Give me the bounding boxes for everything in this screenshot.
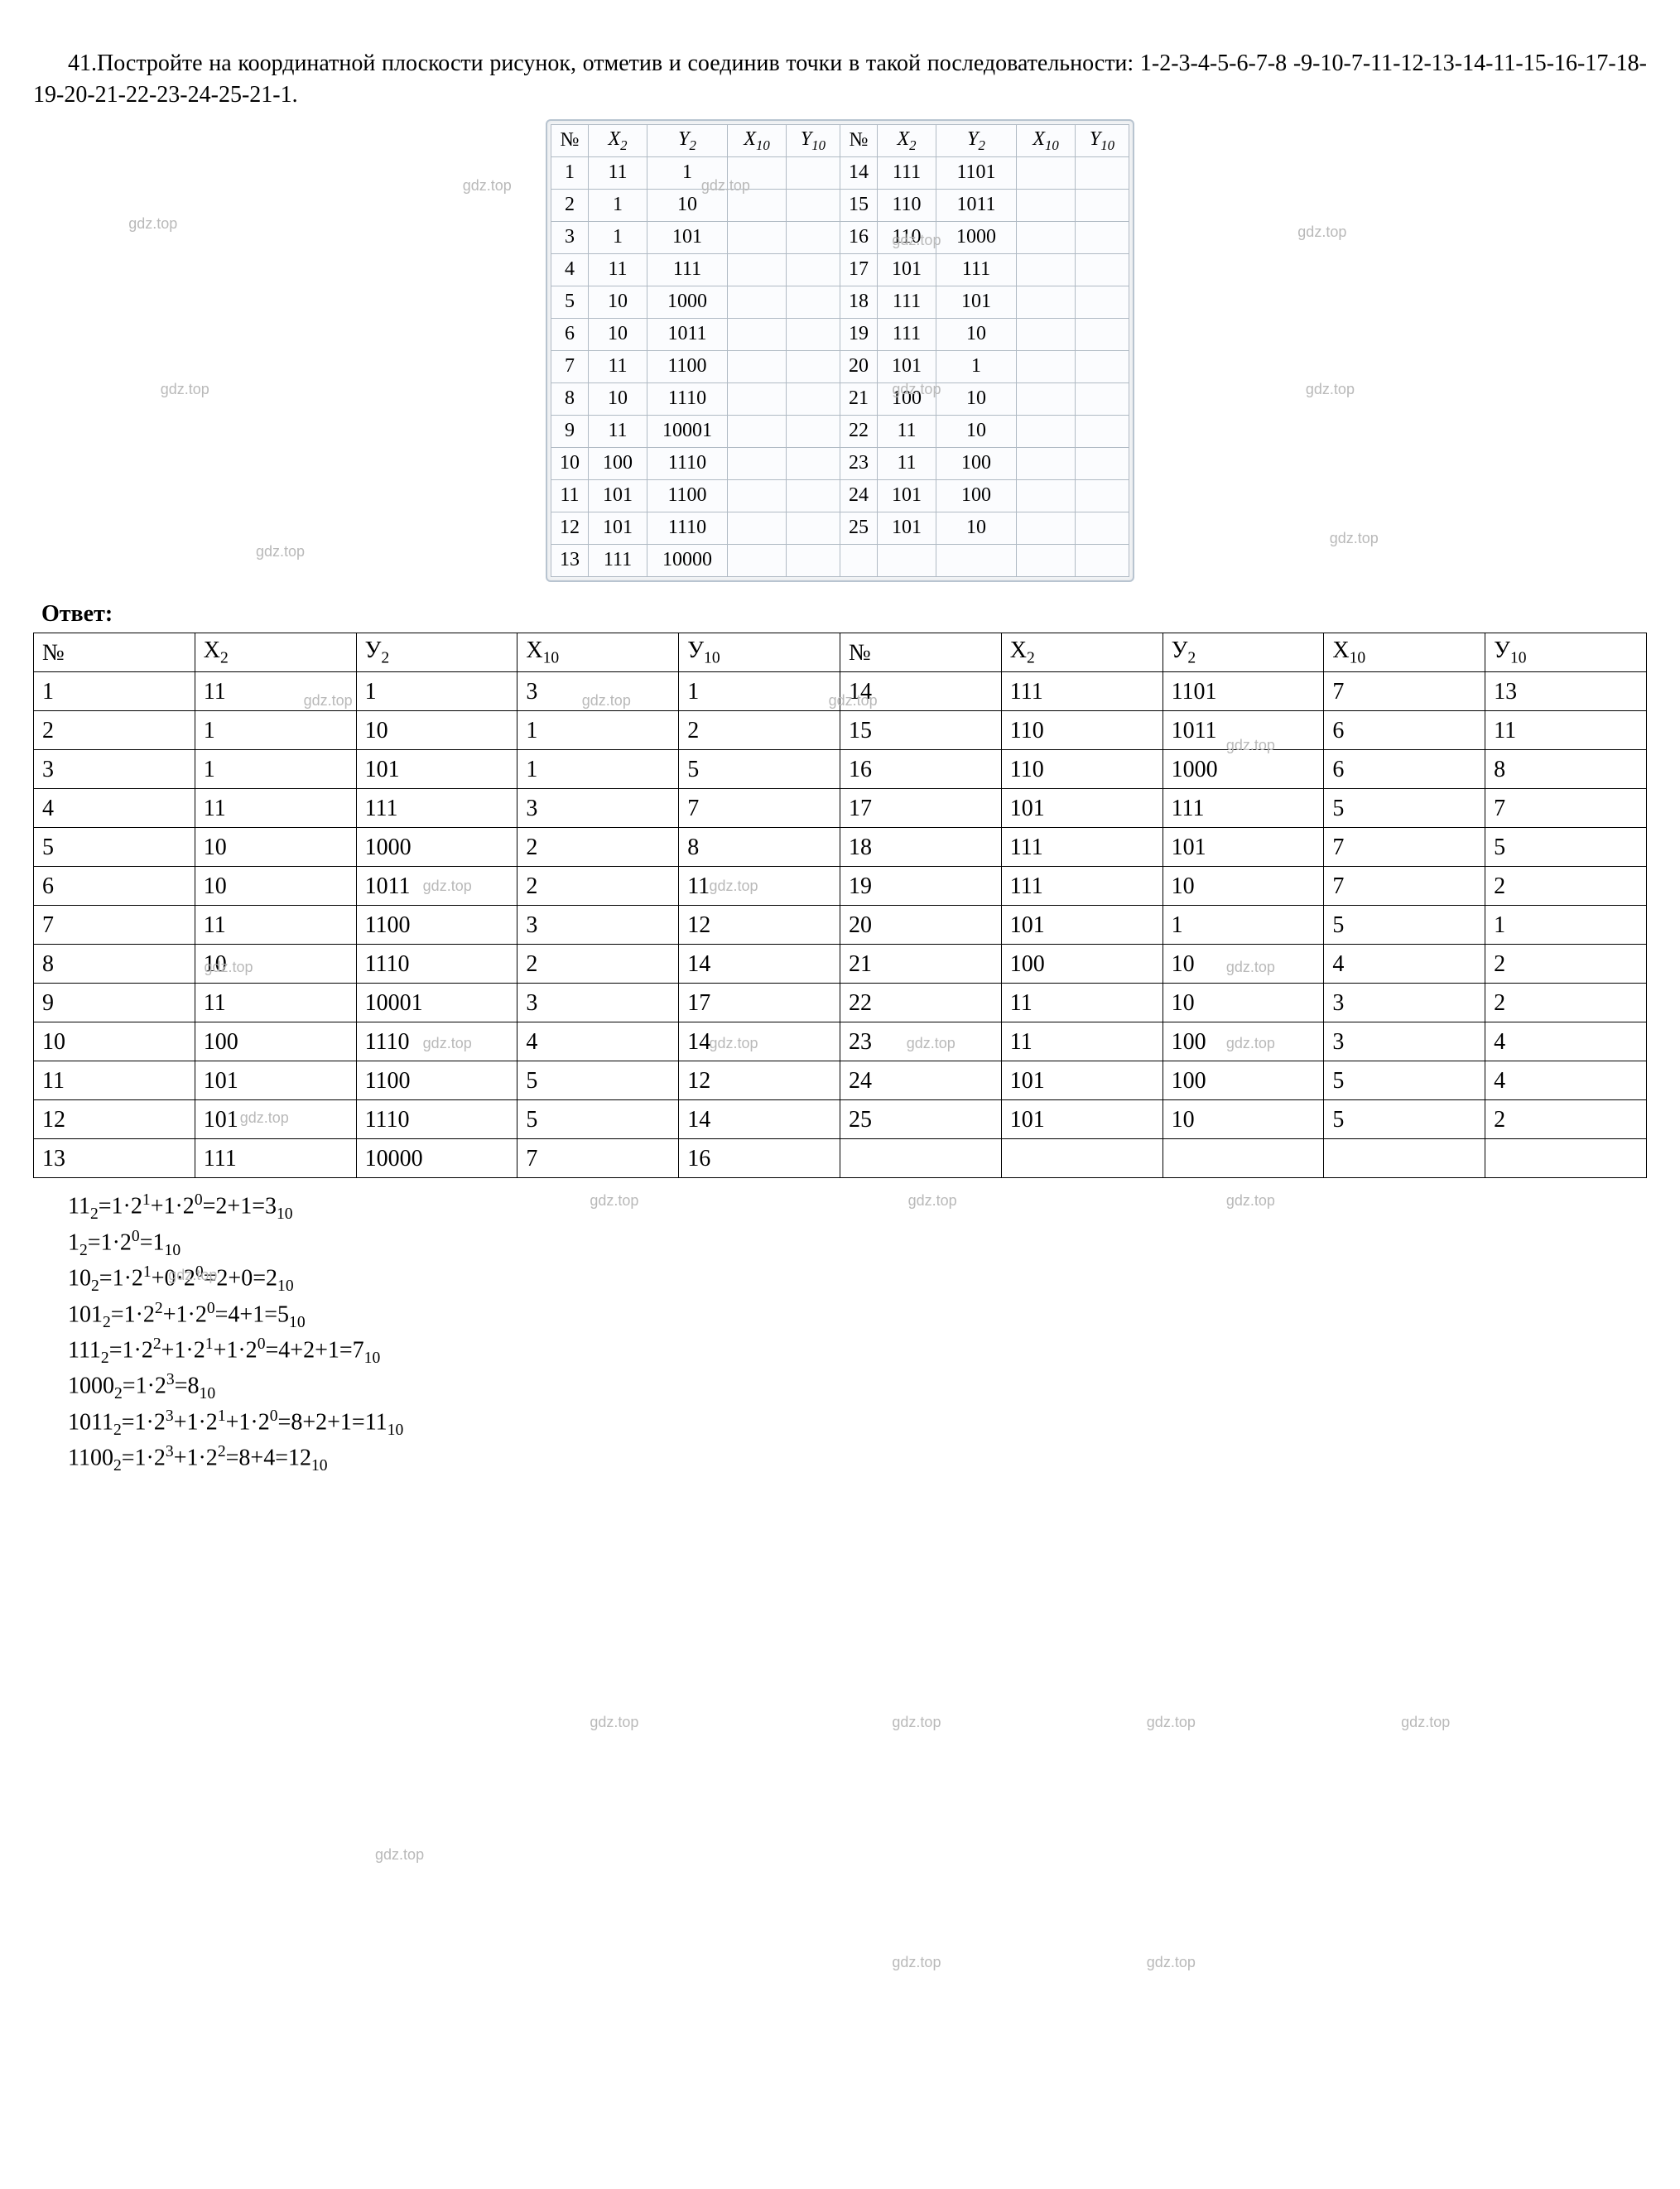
source-table-row: 81011102110010 [551,382,1129,415]
page-root: gdz.topgdz.topgdz.topgdz.topgdz.topgdz.t… [33,48,1647,1477]
source-table-row: 7111100201011 [551,350,1129,382]
watermark: gdz.top [1147,1952,1196,1972]
source-table-header: №X2Y2X10Y10№X2Y2X10Y10 [551,124,1129,156]
answer-table-row: 1311110000716 [34,1139,1647,1178]
problem-text: 41.Постройте на координатной плоскости р… [33,48,1647,111]
answer-table: №X2У2X10У10№X2У2X10У10111131141111101713… [33,633,1647,1178]
source-table-row: 1111141111101 [551,156,1129,189]
answer-table-row: 121011110514251011052 [34,1100,1647,1139]
source-table-row: 41111117101111 [551,253,1129,286]
answer-table-row: 411111371710111157 [34,789,1647,828]
source-table-row: 1010011102311100 [551,447,1129,479]
source-table-shell: №X2Y2X10Y10№X2Y2X10Y10111114111110121101… [546,119,1134,582]
watermark: gdz.top [1147,1712,1196,1732]
source-table-wrap: №X2Y2X10Y10№X2Y2X10Y10111114111110121101… [33,119,1647,582]
watermark: gdz.top [375,1845,424,1864]
watermark: gdz.top [590,1712,638,1732]
calc-line: 1112=1·22+1·21+1·20=4+2+1=710 [68,1334,1647,1369]
source-table-row: 510100018111101 [551,286,1129,318]
answer-table-row: 111131141111101713 [34,672,1647,711]
calc-line: 10002=1·23=810 [68,1369,1647,1405]
watermark: gdz.top [892,1712,941,1732]
answer-table-row: 311011516110100068 [34,750,1647,789]
answer-heading: Ответ: [41,599,1647,630]
source-table-row: 11101110024101100 [551,479,1129,512]
calc-line: 11002=1·23+1·22=8+4=1210 [68,1441,1647,1477]
answer-table-row: 8101110214211001042 [34,945,1647,984]
calc-line: 112=1·21+1·20=2+1=310 [68,1190,1647,1225]
answer-table-row: 6101011211191111072 [34,867,1647,906]
answer-table-row: 1110111005122410110054 [34,1061,1647,1100]
source-table-row: 61010111911110 [551,318,1129,350]
source-table-row: 31101161101000 [551,221,1129,253]
calc-line: 12=1·20=110 [68,1226,1647,1262]
answer-table-row: 9111000131722111032 [34,984,1647,1022]
answer-table-row: 5101000281811110175 [34,828,1647,867]
calc-line: 102=1·21+0·20=2+0=210 [68,1262,1647,1297]
calculations: 112=1·21+1·20=2+1=31012=1·20=110102=1·21… [68,1190,1647,1477]
source-table-row: 91110001221110 [551,415,1129,447]
answer-table-row: 711110031220101151 [34,906,1647,945]
answer-table-row: 211012151101011611 [34,711,1647,750]
source-table-row: 2110151101011 [551,189,1129,221]
calc-line: 10112=1·23+1·21+1·20=8+2+1=1110 [68,1406,1647,1441]
source-table-row: 1311110000 [551,544,1129,576]
answer-table-header: №X2У2X10У10№X2У2X10У10 [34,633,1647,672]
watermark: gdz.top [1401,1712,1450,1732]
source-table-row: 1210111102510110 [551,512,1129,544]
calc-line: 1012=1·22+1·20=4+1=510 [68,1298,1647,1334]
watermark: gdz.top [892,1952,941,1972]
answer-table-row: 101001110414231110034 [34,1022,1647,1061]
source-table: №X2Y2X10Y10№X2Y2X10Y10111114111110121101… [551,124,1129,577]
